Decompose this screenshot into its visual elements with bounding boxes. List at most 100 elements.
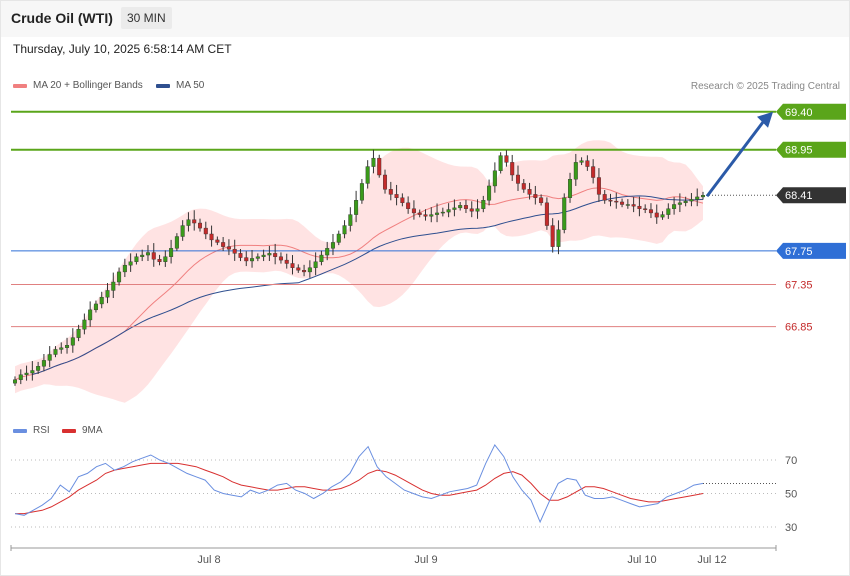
- candle-body: [406, 202, 411, 209]
- candle-body: [683, 200, 688, 204]
- candle-body: [88, 309, 93, 321]
- rsi-ma-line: [15, 462, 704, 515]
- candle: [452, 199, 457, 217]
- candle-body: [250, 258, 255, 262]
- level-label-66-85: 66.85: [785, 322, 813, 334]
- candle: [475, 199, 480, 219]
- candle: [695, 188, 700, 207]
- credit-text: Research © 2025 Trading Central: [690, 81, 840, 92]
- candle: [435, 203, 440, 223]
- x-tick-label: Jul 9: [414, 554, 437, 566]
- candle-body: [539, 197, 544, 204]
- candle-body: [296, 267, 301, 271]
- level-tag-68-41: [776, 187, 846, 204]
- candle-body: [579, 160, 584, 163]
- candle-body: [388, 189, 393, 195]
- candle-body: [359, 183, 364, 201]
- candle: [648, 203, 653, 219]
- candle-body: [585, 160, 590, 167]
- candle-body: [469, 208, 474, 212]
- candle: [643, 204, 648, 214]
- candle-body: [625, 204, 630, 206]
- candle-body: [36, 366, 41, 371]
- candle: [677, 193, 682, 213]
- candle: [59, 342, 64, 354]
- candle: [232, 239, 237, 261]
- candle-body: [672, 204, 677, 209]
- candle: [377, 154, 382, 178]
- candle: [342, 220, 347, 239]
- candle-body: [47, 354, 52, 361]
- candle: [359, 179, 364, 204]
- candle-body: [365, 166, 370, 184]
- candle: [504, 150, 509, 167]
- candle: [521, 179, 526, 193]
- candle-body: [637, 205, 642, 209]
- candle: [683, 196, 688, 207]
- candle: [76, 324, 81, 342]
- candle-body: [313, 261, 318, 268]
- candle-body: [192, 219, 197, 224]
- candle: [24, 365, 29, 381]
- candle-body: [226, 246, 231, 250]
- ma50-swatch: [156, 83, 170, 88]
- candle: [267, 245, 272, 261]
- candle-body: [41, 360, 46, 367]
- candle-body: [59, 347, 64, 350]
- candle-body: [521, 183, 526, 190]
- candle-body: [203, 227, 208, 235]
- candle: [487, 179, 492, 206]
- candle: [539, 194, 544, 206]
- candle-body: [533, 194, 538, 198]
- candle: [215, 236, 220, 246]
- candle: [354, 190, 359, 223]
- candle: [65, 337, 70, 354]
- candle-body: [377, 157, 382, 176]
- candle-body: [93, 303, 98, 311]
- candle-body: [371, 157, 376, 167]
- candle: [689, 193, 694, 207]
- candle: [70, 328, 75, 353]
- candle-body: [284, 259, 289, 264]
- rsi-level-label-70: 70: [785, 455, 797, 467]
- candle: [579, 157, 584, 166]
- candle: [99, 291, 104, 309]
- rsi-panel: 70 50 30: [11, 443, 797, 534]
- candle: [290, 255, 295, 275]
- candle: [261, 249, 266, 262]
- candle: [255, 253, 260, 262]
- candle: [221, 237, 226, 251]
- candle-body: [273, 253, 278, 257]
- candle: [446, 203, 451, 218]
- candle-body: [180, 225, 185, 237]
- candle-body: [417, 212, 422, 215]
- candle: [469, 201, 474, 218]
- x-tick-label: Jul 8: [197, 554, 220, 566]
- candle-body: [232, 248, 237, 254]
- timeframe-badge[interactable]: 30 MIN: [121, 7, 172, 29]
- candle-body: [423, 214, 428, 217]
- candle-body: [267, 253, 272, 256]
- candle-body: [602, 194, 607, 201]
- candle-body: [383, 174, 388, 190]
- candle-body: [30, 370, 35, 374]
- candle-body: [689, 199, 694, 202]
- candle: [458, 201, 463, 211]
- candle: [88, 301, 93, 327]
- ma20-swatch: [13, 83, 27, 88]
- candle: [330, 233, 335, 256]
- candle-body: [666, 208, 671, 215]
- bollinger-band-area: [15, 140, 703, 403]
- candle-body: [573, 162, 578, 180]
- candle: [41, 353, 46, 372]
- candle: [47, 346, 52, 368]
- candle: [134, 253, 139, 265]
- candle: [666, 203, 671, 219]
- candle-body: [354, 200, 359, 215]
- candle: [307, 260, 312, 278]
- candle: [30, 361, 35, 381]
- candle-body: [701, 195, 706, 198]
- candle-body: [562, 197, 567, 230]
- candle-body: [452, 207, 457, 210]
